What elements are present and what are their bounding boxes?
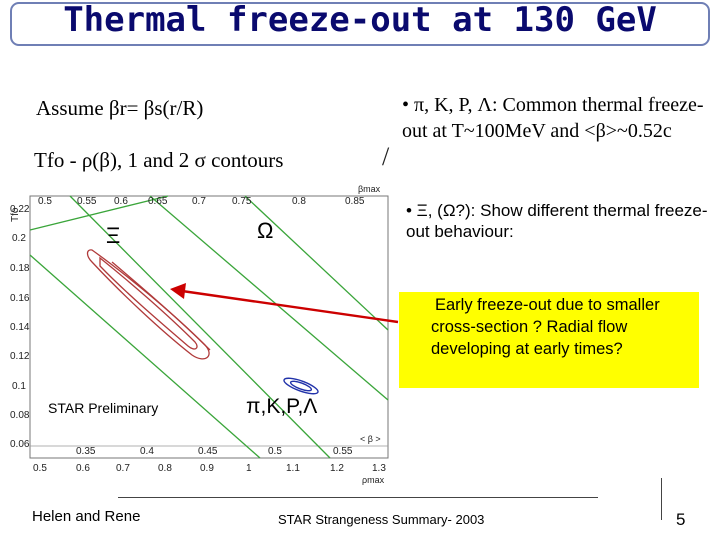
pointer-arrow — [170, 283, 399, 324]
label-xi: Ξ — [106, 223, 120, 248]
footer-authors: Helen and Rene — [32, 508, 141, 525]
bottom-tick: 1.3 — [372, 463, 386, 474]
label-omega: Ω — [257, 218, 273, 243]
y-tick: 0.22 — [10, 204, 30, 215]
inner-tick: 0.45 — [198, 446, 218, 457]
y-axis-label: Tfo — [10, 207, 21, 222]
page-number: 5 — [676, 510, 686, 529]
top-tick: 0.5 — [38, 196, 52, 207]
bottom-tick: 1.2 — [330, 463, 344, 474]
bottom-axis: 0.5 0.6 0.7 0.8 0.9 1 1.1 1.2 1.3 ρmax — [33, 463, 386, 485]
footer-title: STAR Strangeness Summary- 2003 — [278, 512, 485, 527]
xi-contours — [86, 249, 211, 360]
label-preliminary: STAR Preliminary — [48, 400, 158, 416]
plot-frame — [29, 195, 389, 459]
top-axis-label: βmax — [358, 184, 381, 194]
bottom-tick: 0.8 — [158, 463, 172, 474]
footer-page-divider — [661, 478, 662, 520]
y-axis: Tfo 0.22 0.2 0.18 0.16 0.14 0.12 0.1 0.0… — [10, 204, 30, 450]
y-tick: 0.12 — [10, 351, 30, 362]
bottom-tick: 0.9 — [200, 463, 214, 474]
top-tick: 0.7 — [192, 196, 206, 207]
bottom-tick: 1 — [246, 463, 252, 474]
footer-divider — [118, 497, 598, 498]
beta-contour-lines — [29, 195, 389, 459]
bullet-common-freezeout: • π, K, P, Λ: Common thermal freeze-out … — [402, 94, 704, 142]
inner-beta-axis: 0.35 0.4 0.45 0.5 0.55 < β > — [76, 434, 381, 457]
common-contours — [283, 377, 319, 395]
top-tick: 0.6 — [114, 196, 128, 207]
y-tick: 0.2 — [12, 233, 26, 244]
top-tick: 0.85 — [345, 196, 365, 207]
y-tick: 0.08 — [10, 410, 30, 421]
title-frame — [10, 2, 710, 46]
top-tick: 0.55 — [77, 196, 97, 207]
top-tick: 0.75 — [232, 196, 252, 207]
top-tick: 0.65 — [148, 196, 168, 207]
bottom-tick: 0.5 — [33, 463, 47, 474]
contours-caption: Tfo - ρ(β), 1 and 2 σ contours — [34, 148, 284, 172]
y-tick: 0.1 — [12, 381, 26, 392]
y-tick: 0.18 — [10, 263, 30, 274]
bottom-tick: 0.7 — [116, 463, 130, 474]
inner-tick: 0.5 — [268, 446, 282, 457]
y-tick: 0.14 — [10, 322, 30, 333]
inner-tick: 0.55 — [333, 446, 353, 457]
top-tick: 0.8 — [292, 196, 306, 207]
inner-tick: 0.35 — [76, 446, 96, 457]
label-common: π,K,P,Λ — [246, 395, 317, 418]
bottom-axis-label: ρmax — [362, 475, 385, 485]
bottom-tick: 0.6 — [76, 463, 90, 474]
bullet-different-freezeout: • Ξ, (Ω?): Show different thermal freeze… — [406, 201, 708, 241]
y-tick: 0.16 — [10, 293, 30, 304]
inner-axis-label: < β > — [360, 434, 381, 444]
slide-title: Thermal freeze-out at 130 GeV — [63, 0, 657, 40]
assumption-text: Assume βr= βs(r/R) — [36, 96, 204, 120]
bottom-tick: 1.1 — [286, 463, 300, 474]
separator-slash: / — [382, 142, 390, 171]
y-tick: 0.06 — [10, 439, 30, 450]
top-axis: 0.5 0.55 0.6 0.65 0.7 0.75 0.8 0.85 βmax — [38, 184, 381, 207]
inner-tick: 0.4 — [140, 446, 154, 457]
callout-early-freezeout: Early freeze-out due to smaller cross-se… — [399, 292, 699, 388]
